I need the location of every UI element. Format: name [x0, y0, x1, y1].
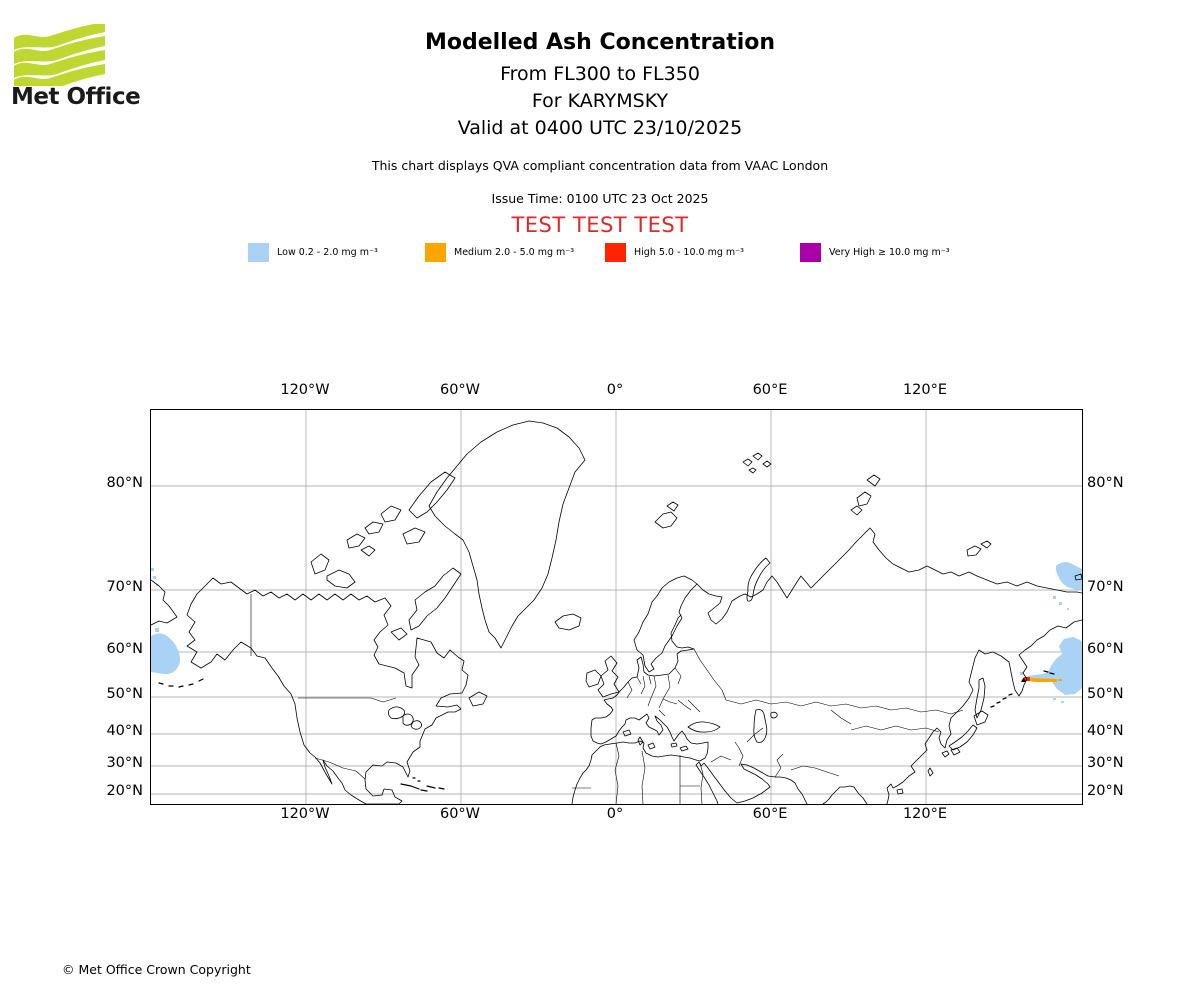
lat-label-right-50n: 50°N [1087, 686, 1124, 702]
lat-label-right-30n: 30°N [1087, 755, 1124, 771]
legend-item-very-high: Very High ≥ 10.0 mg m⁻³ [800, 242, 950, 262]
volcano-marker-icon [1021, 677, 1026, 682]
lon-label-top-120e: 120°E [902, 382, 948, 398]
ash-medium-area [1029, 678, 1062, 682]
lat-label-left-70n: 70°N [106, 579, 143, 595]
lat-label-left-60n: 60°N [106, 641, 143, 657]
lat-label-right-20n: 20°N [1087, 783, 1124, 799]
world-map [151, 410, 1082, 804]
lon-label-bottom-60w: 60°W [439, 806, 481, 822]
legend-label-very-high: Very High ≥ 10.0 mg m⁻³ [829, 246, 950, 258]
volcano-subtitle: For KARYMSKY [531, 90, 669, 112]
met-office-logo-text: Met Office [11, 84, 141, 110]
lat-label-left-80n: 80°N [106, 475, 143, 491]
lon-label-bottom-0: 0° [606, 806, 624, 822]
lat-label-left-20n: 20°N [106, 783, 143, 799]
lon-label-top-120w: 120°W [280, 382, 330, 398]
legend-item-low: Low 0.2 - 2.0 mg m⁻³ [248, 242, 378, 262]
lon-label-top-60e: 60°E [752, 382, 788, 398]
map-plot-area [150, 409, 1083, 805]
lon-label-top-60w: 60°W [439, 382, 481, 398]
lat-label-left-40n: 40°N [106, 723, 143, 739]
page-title: Modelled Ash Concentration [424, 30, 776, 55]
legend-item-high: High 5.0 - 10.0 mg m⁻³ [605, 242, 744, 262]
lat-label-right-70n: 70°N [1087, 579, 1124, 595]
legend-label-medium: Medium 2.0 - 5.0 mg m⁻³ [454, 246, 575, 258]
flight-levels-subtitle: From FL300 to FL350 [500, 63, 700, 85]
coastlines [151, 420, 1082, 804]
valid-time-subtitle: Valid at 0400 UTC 23/10/2025 [457, 117, 743, 139]
qva-note: This chart displays QVA compliant concen… [371, 158, 829, 173]
legend-item-medium: Medium 2.0 - 5.0 mg m⁻³ [425, 242, 574, 262]
lon-label-bottom-60e: 60°E [752, 806, 788, 822]
legend-swatch-medium [425, 242, 446, 262]
lat-label-right-80n: 80°N [1087, 475, 1124, 491]
lat-label-right-60n: 60°N [1087, 641, 1124, 657]
lat-label-left-50n: 50°N [106, 686, 143, 702]
country-borders [250, 594, 964, 804]
legend-swatch-low [248, 242, 269, 262]
graticule-grid [151, 410, 1082, 804]
lat-label-right-40n: 40°N [1087, 723, 1124, 739]
legend-label-high: High 5.0 - 10.0 mg m⁻³ [634, 246, 744, 258]
copyright-notice: © Met Office Crown Copyright [62, 962, 251, 977]
lon-label-bottom-120e: 120°E [902, 806, 948, 822]
legend-label-low: Low 0.2 - 2.0 mg m⁻³ [277, 246, 378, 258]
met-office-logo-waves-icon [14, 24, 105, 86]
test-banner: TEST TEST TEST [511, 213, 689, 237]
legend-swatch-high [605, 242, 626, 262]
lon-label-bottom-120w: 120°W [280, 806, 330, 822]
met-office-logo [14, 24, 106, 86]
issue-time: Issue Time: 0100 UTC 23 Oct 2025 [491, 191, 709, 206]
lon-label-top-0: 0° [606, 382, 624, 398]
ash-low-areas [151, 562, 1082, 703]
lat-label-left-30n: 30°N [106, 755, 143, 771]
legend-swatch-very-high [800, 242, 821, 262]
